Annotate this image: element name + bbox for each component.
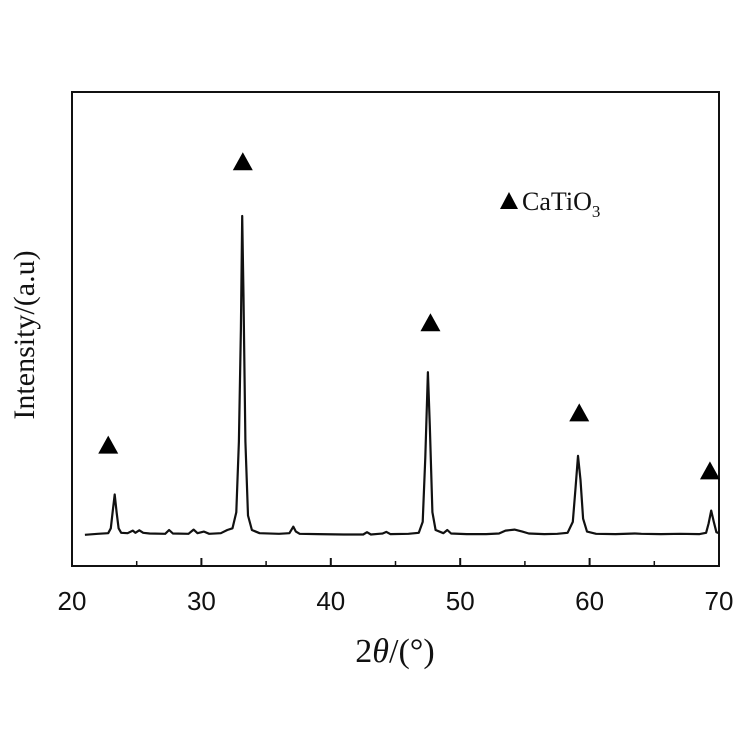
x-tick-label: 30 — [187, 586, 216, 616]
legend-text: CaTiO3 — [522, 187, 600, 221]
xrd-series-line — [84, 214, 720, 536]
peak-triangle-icon — [420, 313, 441, 332]
x-tick-label: 60 — [575, 586, 604, 616]
legend: CaTiO3 — [500, 187, 600, 221]
peak-triangle-icon — [569, 403, 590, 422]
x-axis-ticks — [71, 558, 720, 566]
peak-triangle-icon — [699, 461, 720, 480]
x-tick-label: 40 — [316, 586, 345, 616]
y-axis-label: Intensity/(a.u) — [8, 250, 41, 419]
x-axis-tick-labels: 20 30 40 50 60 70 — [58, 586, 734, 616]
x-tick-label: 20 — [58, 586, 87, 616]
peak-markers — [98, 152, 720, 480]
x-tick-label: 70 — [705, 586, 734, 616]
legend-triangle-icon — [500, 192, 518, 209]
peak-triangle-icon — [98, 435, 119, 454]
plot-frame — [71, 91, 720, 567]
x-tick-label: 50 — [446, 586, 475, 616]
x-axis-label: 2θ/(°) — [355, 633, 434, 670]
peak-triangle-icon — [232, 152, 253, 171]
